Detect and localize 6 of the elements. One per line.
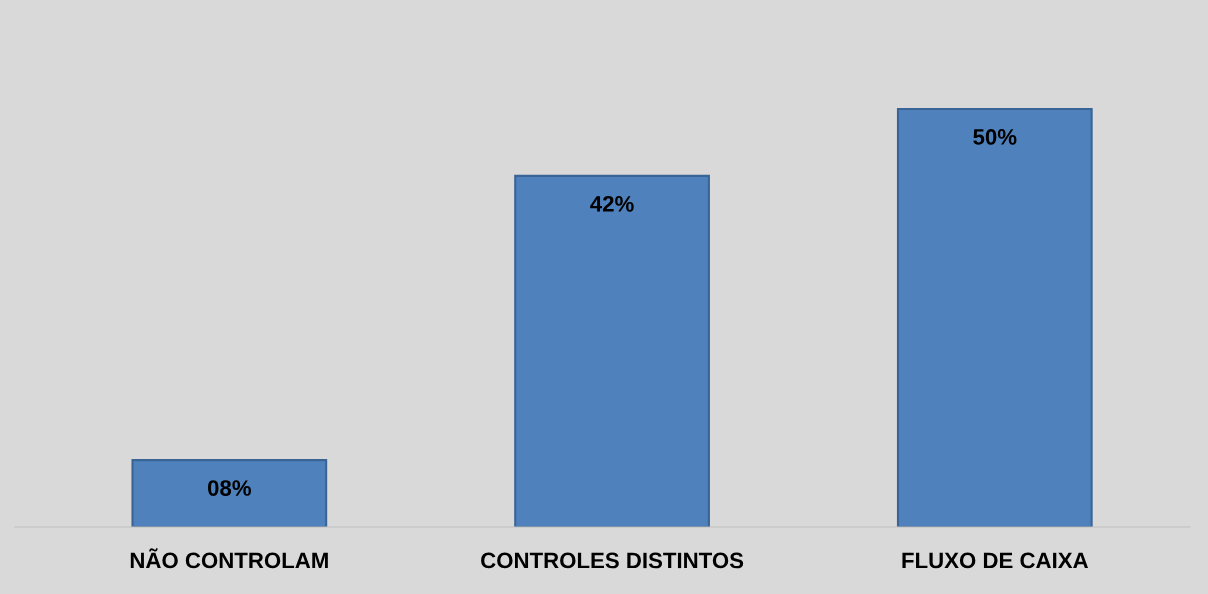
data-label: 50% [973, 129, 1017, 145]
x-tick-label: CONTROLES DISTINTOS [481, 552, 744, 569]
x-tick-label: FLUXO DE CAIXA [902, 552, 1089, 569]
data-label: 42% [590, 195, 634, 212]
x-tick-label: NÃO CONTROLAM [130, 548, 328, 569]
data-label: 08% [207, 480, 251, 496]
